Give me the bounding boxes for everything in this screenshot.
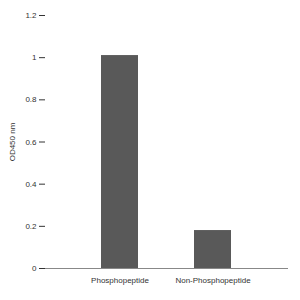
svg-text:1: 1 [32,53,37,62]
svg-text:Phosphopeptide: Phosphopeptide [91,276,149,285]
svg-text:0.8: 0.8 [25,95,37,104]
svg-text:OD450 nm: OD450 nm [8,122,17,161]
svg-text:0: 0 [32,264,37,273]
svg-text:0.2: 0.2 [25,222,37,231]
svg-text:0.4: 0.4 [25,180,37,189]
svg-text:0.6: 0.6 [25,138,37,147]
svg-text:Non-Phosphopeptide: Non-Phosphopeptide [175,276,251,285]
svg-text:1.2: 1.2 [25,11,37,20]
